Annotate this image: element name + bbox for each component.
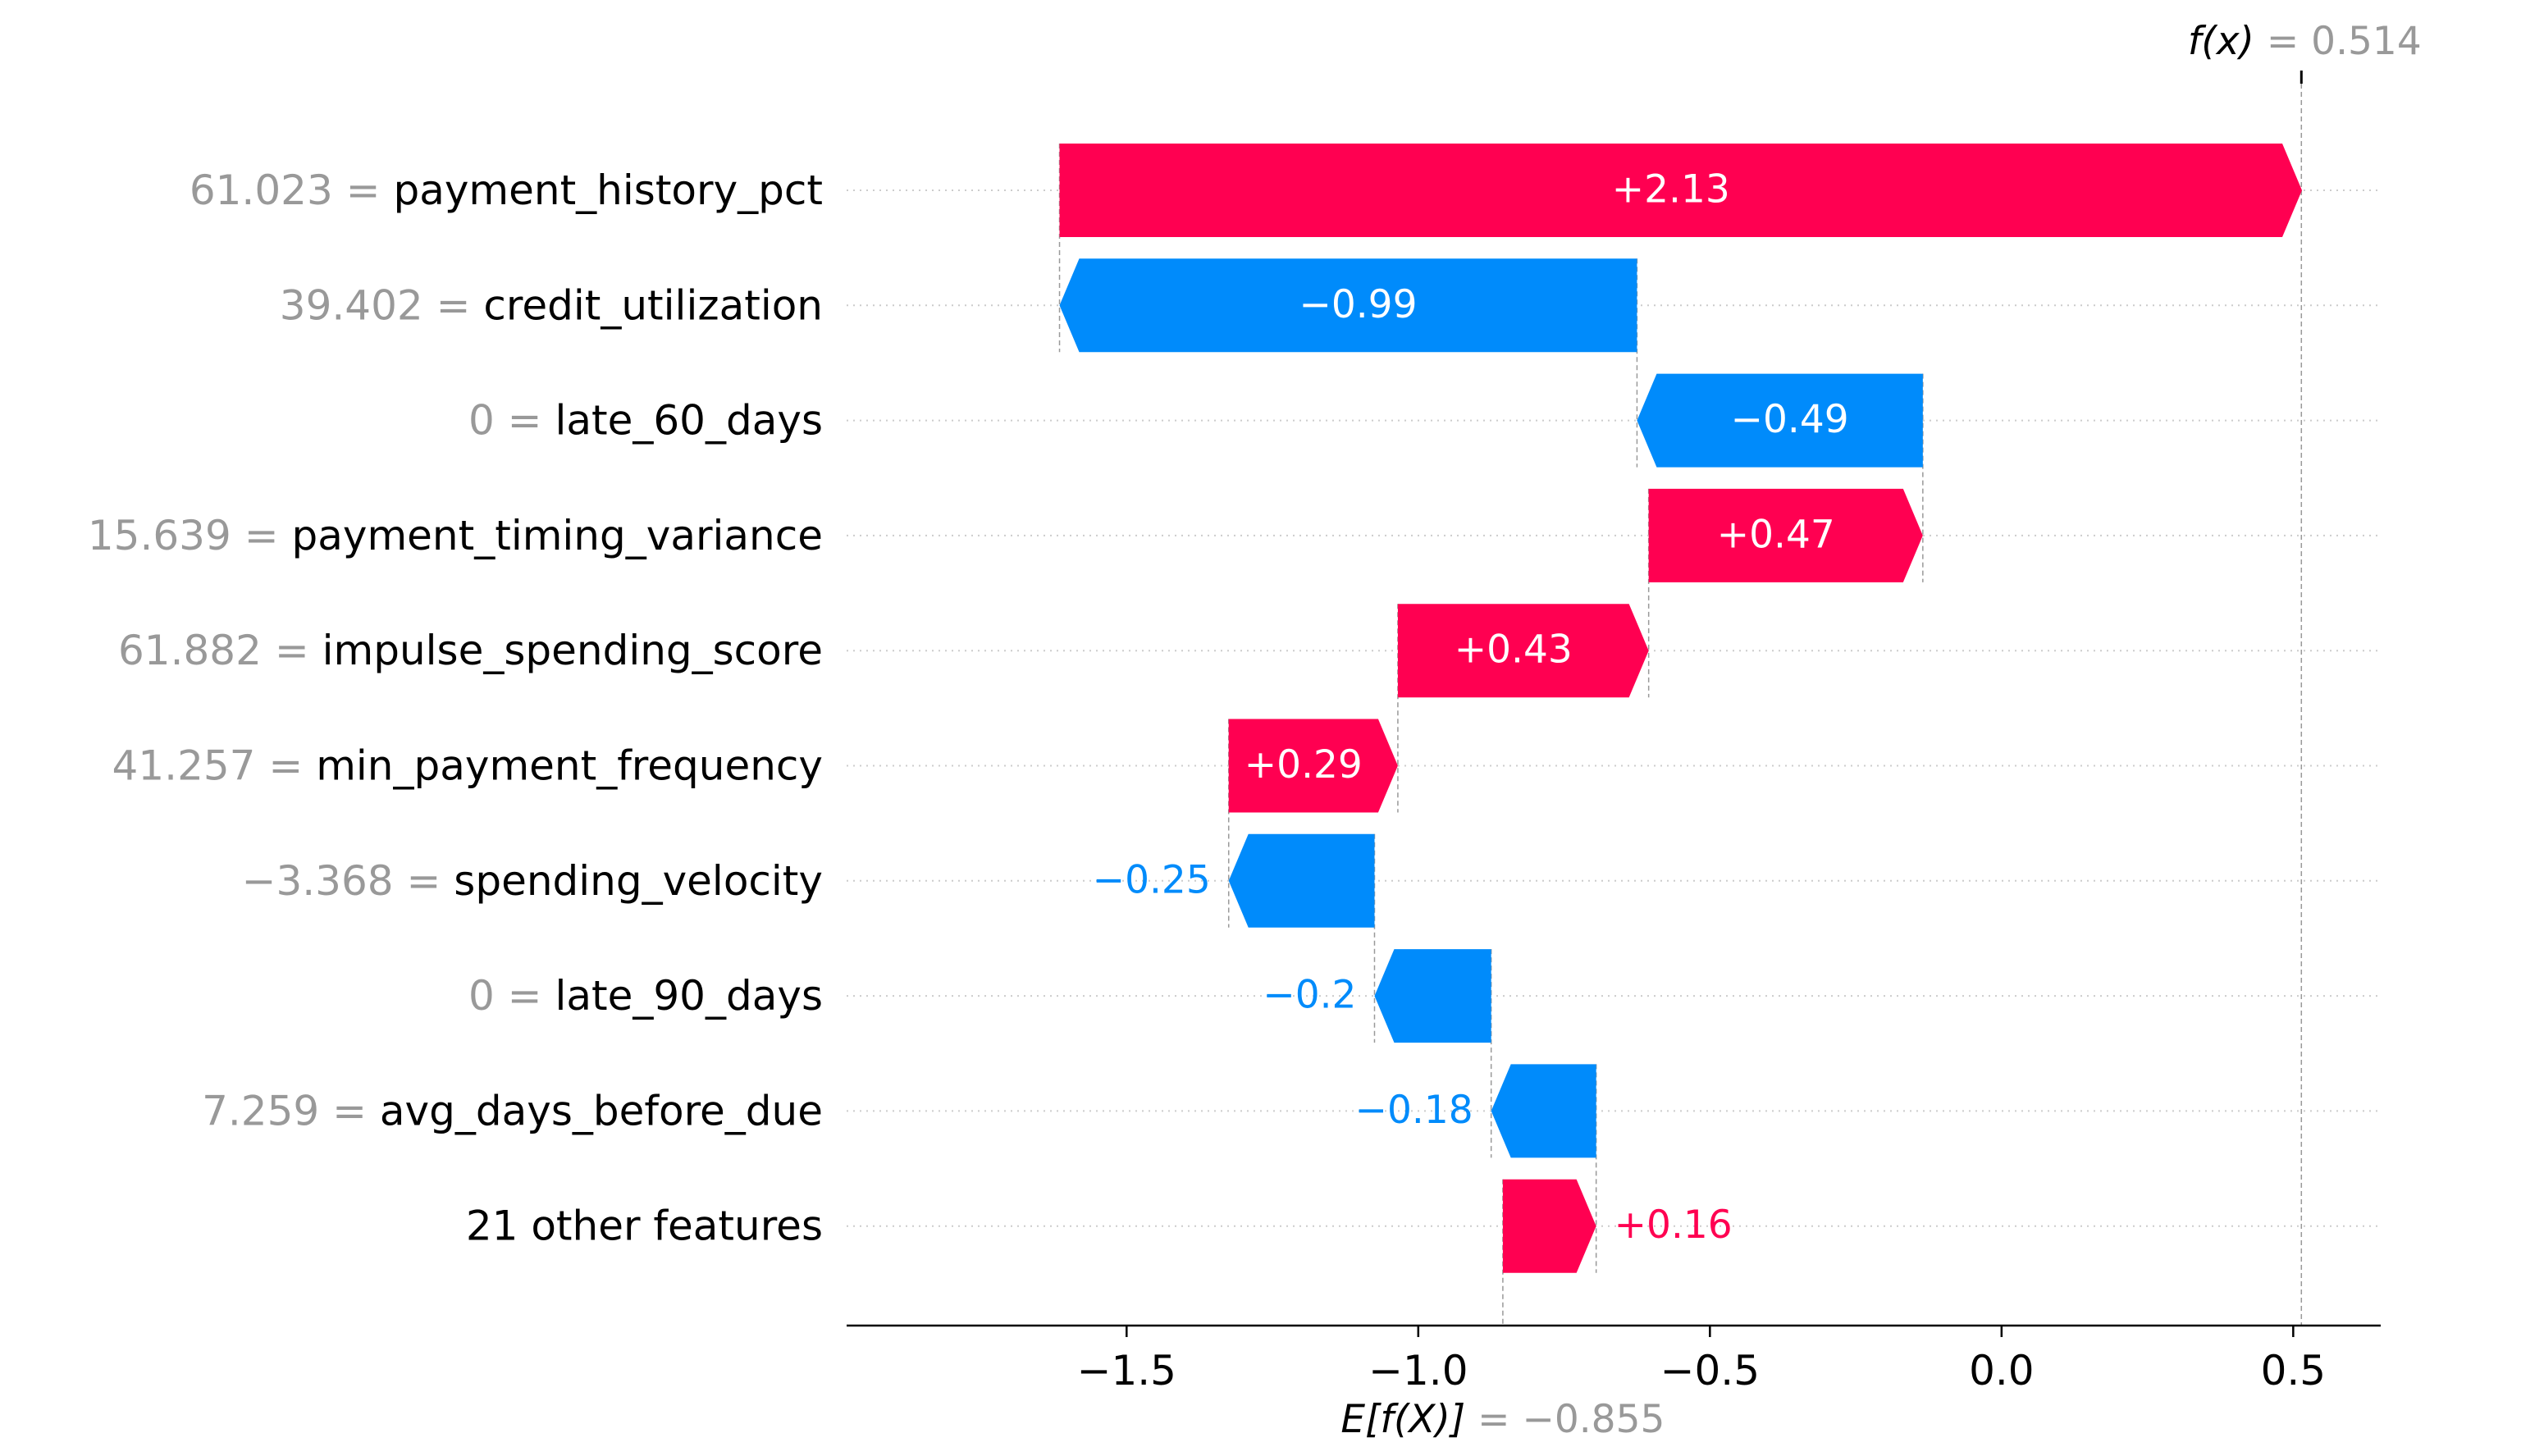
waterfall-bar-min-payment-frequency: [1228, 719, 1398, 813]
feature-label: 15.639 = payment_timing_variance: [88, 512, 823, 559]
feature-label: 39.402 = credit_utilization: [280, 281, 823, 329]
feature-name: 21 other features: [466, 1203, 823, 1250]
waterfall-bar-payment-timing-variance: [1648, 488, 1923, 582]
waterfall-bar-late-60-days: [1637, 373, 1923, 468]
feature-name: min_payment_frequency: [316, 742, 823, 790]
feature-name: late_90_days: [555, 972, 823, 1020]
feature-label: 61.023 = payment_history_pct: [190, 167, 823, 214]
bar-value-label: −0.99: [1299, 282, 1417, 327]
feature-value: 0 =: [468, 397, 555, 445]
x-axis-tick-label: 0.0: [1969, 1347, 2035, 1394]
feature-name: late_60_days: [555, 397, 823, 445]
feature-value: 39.402 =: [280, 281, 484, 329]
feature-name: avg_days_before_due: [380, 1087, 823, 1134]
bar-value-label: +2.13: [1612, 167, 1730, 212]
waterfall-bar-impulse-spending-score: [1397, 604, 1649, 698]
waterfall-bar-credit-utilization: [1059, 258, 1637, 353]
feature-label: 21 other features: [466, 1203, 823, 1250]
x-axis-tick-label: −1.5: [1077, 1347, 1176, 1394]
feature-name: payment_history_pct: [393, 167, 823, 214]
feature-value: 41.257 =: [112, 742, 317, 790]
waterfall-bar-late-90-days: [1374, 949, 1491, 1043]
output-value-annotation: f(x) = 0.514: [2188, 19, 2422, 64]
feature-label: 41.257 = min_payment_frequency: [112, 742, 823, 790]
base-value-name: E[f(X)]: [1340, 1397, 1465, 1442]
feature-label: 0 = late_90_days: [468, 972, 823, 1020]
bar-value-label: +0.16: [1614, 1203, 1733, 1248]
waterfall-bar-avg-days-before-due: [1491, 1064, 1596, 1158]
feature-label: 61.882 = impulse_spending_score: [118, 627, 823, 674]
bar-value-label: +0.47: [1717, 512, 1835, 557]
feature-value: 0 =: [468, 972, 555, 1020]
feature-label: 0 = late_60_days: [468, 397, 823, 445]
feature-name: impulse_spending_score: [322, 627, 823, 674]
feature-value: 61.023 =: [190, 167, 394, 214]
bar-value-label: +0.43: [1455, 628, 1573, 673]
base-value-annotation: E[f(X)] = −0.855: [1340, 1397, 1665, 1442]
bar-value-label: −0.2: [1263, 973, 1356, 1018]
feature-value: 61.882 =: [118, 627, 322, 674]
x-axis-tick-label: −0.5: [1660, 1347, 1760, 1394]
feature-name: credit_utilization: [483, 281, 823, 329]
x-axis-tick-label: −1.0: [1368, 1347, 1468, 1394]
waterfall-bar-21-other-features: [1502, 1179, 1596, 1273]
bar-value-label: −0.18: [1355, 1088, 1473, 1133]
bar-value-label: −0.49: [1731, 397, 1849, 442]
feature-name: spending_velocity: [454, 857, 823, 905]
feature-value: 7.259 =: [202, 1087, 380, 1134]
bar-value-label: +0.29: [1245, 742, 1363, 787]
waterfall-bar-spending-velocity: [1228, 833, 1375, 928]
feature-name: payment_timing_variance: [291, 512, 823, 559]
feature-label: −3.368 = spending_velocity: [242, 857, 823, 905]
x-axis-tick-label: 0.5: [2261, 1347, 2327, 1394]
base-value-number: = −0.855: [1465, 1397, 1665, 1442]
bar-value-label: −0.25: [1093, 857, 1211, 902]
waterfall-bar-payment-history-pct: [1059, 144, 2303, 237]
output-value-name: f(x): [2188, 19, 2254, 64]
feature-label: 7.259 = avg_days_before_due: [202, 1087, 823, 1134]
feature-value: −3.368 =: [242, 857, 454, 905]
feature-value: 15.639 =: [88, 512, 292, 559]
output-value-number: = 0.514: [2254, 19, 2422, 64]
